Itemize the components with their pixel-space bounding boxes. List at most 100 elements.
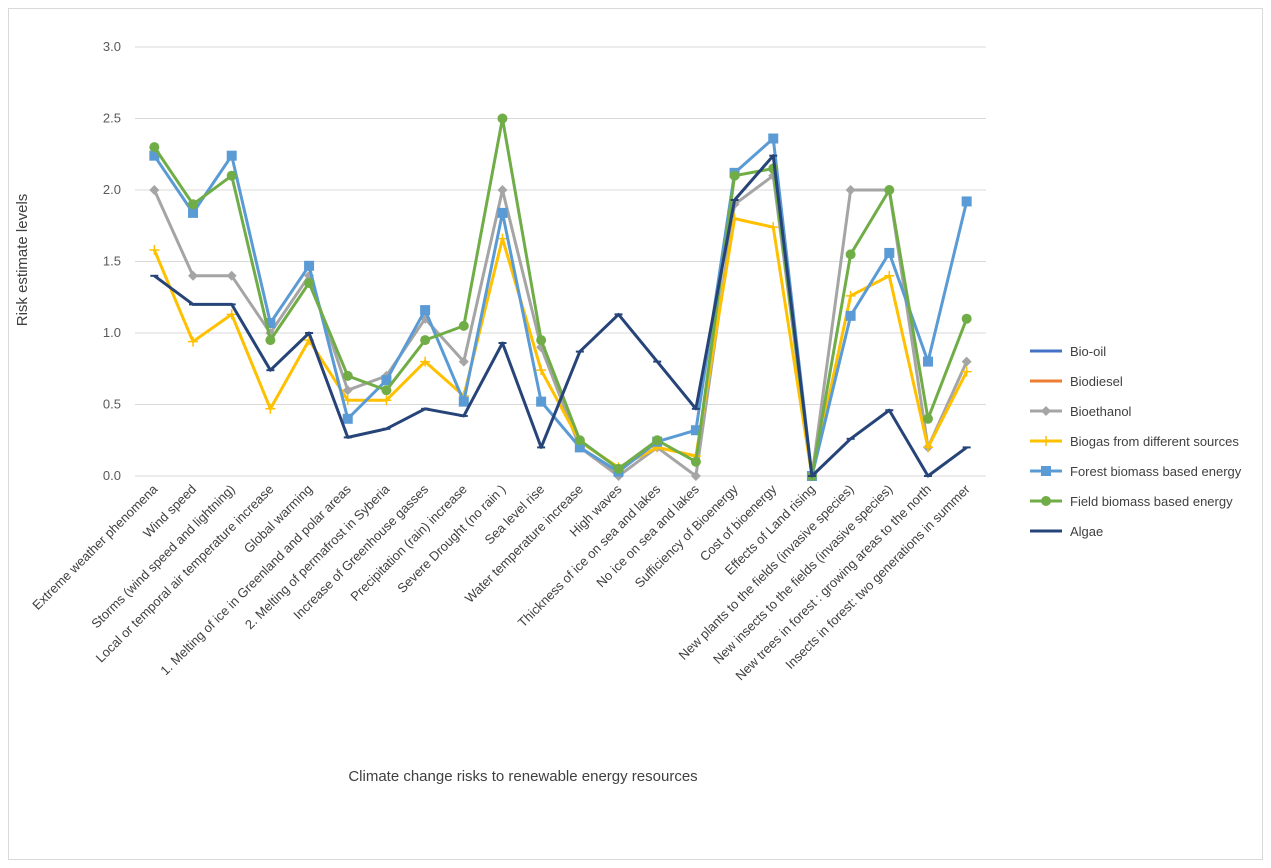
data-point <box>497 207 508 218</box>
series-field-biomass-based-energy <box>149 113 972 481</box>
data-point <box>497 233 508 244</box>
data-point <box>690 471 701 481</box>
data-point <box>690 456 701 467</box>
data-point <box>420 356 431 367</box>
data-point <box>729 170 740 181</box>
data-point <box>226 309 237 320</box>
legend-label: Bioethanol <box>1070 404 1132 419</box>
data-point <box>497 113 508 124</box>
data-point <box>342 370 353 381</box>
y-tick-label: 0.5 <box>103 397 121 412</box>
data-point <box>884 185 895 195</box>
y-tick-label: 2.5 <box>103 111 121 126</box>
series-line <box>153 154 968 478</box>
data-point <box>420 335 431 346</box>
data-point <box>536 335 547 346</box>
data-point <box>961 366 972 377</box>
data-point <box>613 463 624 474</box>
y-tick-label: 1.5 <box>103 254 121 269</box>
legend-label: Biodiesel <box>1070 374 1123 389</box>
data-point <box>768 222 779 233</box>
legend-item: Field biomass based energy <box>1030 494 1233 509</box>
data-point <box>961 196 972 207</box>
data-point <box>922 413 933 424</box>
data-point <box>381 395 392 406</box>
y-tick-label: 2.0 <box>103 182 121 197</box>
x-category-label: Thickness of ice on sea and lakes <box>515 481 664 630</box>
data-point <box>1041 466 1051 476</box>
data-point <box>845 185 856 195</box>
series-line <box>153 117 969 478</box>
y-tick-label: 3.0 <box>103 39 121 54</box>
x-axis-title: Climate change risks to renewable energy… <box>348 768 697 785</box>
data-point <box>226 270 237 281</box>
legend: Bio-oil Biodiesel Bioethanol Biogas from d… <box>1030 344 1242 539</box>
data-point <box>574 435 585 446</box>
data-point <box>149 245 160 256</box>
data-point <box>768 133 779 144</box>
data-point <box>458 320 469 331</box>
series-algae <box>150 154 971 478</box>
data-point <box>652 435 663 446</box>
x-category-label: Extreme weather phenomena <box>29 481 161 613</box>
data-point <box>265 403 276 414</box>
chart-frame <box>8 8 1263 860</box>
data-point <box>884 270 895 281</box>
legend-label: Bio-oil <box>1070 344 1106 359</box>
data-point <box>188 270 199 281</box>
data-point <box>188 207 199 218</box>
data-point <box>536 396 547 407</box>
data-point <box>884 247 895 258</box>
data-point <box>458 356 469 367</box>
data-point <box>149 142 160 153</box>
data-point <box>226 150 237 161</box>
data-point <box>1041 436 1051 446</box>
legend-item: Biogas from different sources <box>1030 434 1239 449</box>
data-point <box>342 385 353 396</box>
data-point <box>845 310 856 321</box>
series-layer <box>149 113 972 481</box>
legend-item: Bio-oil <box>1030 344 1106 359</box>
gridlines <box>135 46 986 477</box>
data-point <box>536 365 547 376</box>
data-point <box>1041 406 1051 416</box>
data-point <box>342 413 353 424</box>
data-point <box>845 249 856 260</box>
data-point <box>304 260 315 271</box>
legend-label: Field biomass based energy <box>1070 494 1233 509</box>
data-point <box>1041 496 1051 506</box>
x-category-label: New insects to the fields (invasive spec… <box>710 482 895 667</box>
legend-item: Algae <box>1030 524 1103 539</box>
legend-item: Forest biomass based energy <box>1030 464 1242 479</box>
data-point <box>961 356 972 367</box>
data-point <box>265 335 276 346</box>
data-point <box>845 290 856 301</box>
data-point <box>226 170 237 181</box>
data-point <box>265 317 276 328</box>
data-point <box>188 336 199 347</box>
data-point <box>188 199 199 210</box>
y-tick-labels: 0.0 0.5 1.0 1.5 2.0 2.5 3.0 <box>103 39 121 483</box>
data-point <box>149 185 160 195</box>
data-point <box>420 305 431 316</box>
legend-item: Biodiesel <box>1030 374 1123 389</box>
data-point <box>497 185 508 195</box>
legend-item: Bioethanol <box>1030 404 1132 419</box>
data-point <box>961 313 972 324</box>
data-point <box>922 356 933 367</box>
data-point <box>922 442 933 453</box>
y-axis-title: Risk estimate levels <box>14 194 31 327</box>
data-point <box>381 385 392 396</box>
x-category-label: Global warming <box>241 482 315 556</box>
data-point <box>458 396 469 407</box>
data-point <box>149 150 160 161</box>
data-point <box>304 277 315 288</box>
data-point <box>381 375 392 386</box>
y-tick-label: 0.0 <box>103 468 121 483</box>
series-line <box>153 137 969 478</box>
x-category-label: Local or temporal air temperature increa… <box>93 482 277 666</box>
legend-label: Biogas from different sources <box>1070 434 1239 449</box>
data-point <box>690 425 701 436</box>
